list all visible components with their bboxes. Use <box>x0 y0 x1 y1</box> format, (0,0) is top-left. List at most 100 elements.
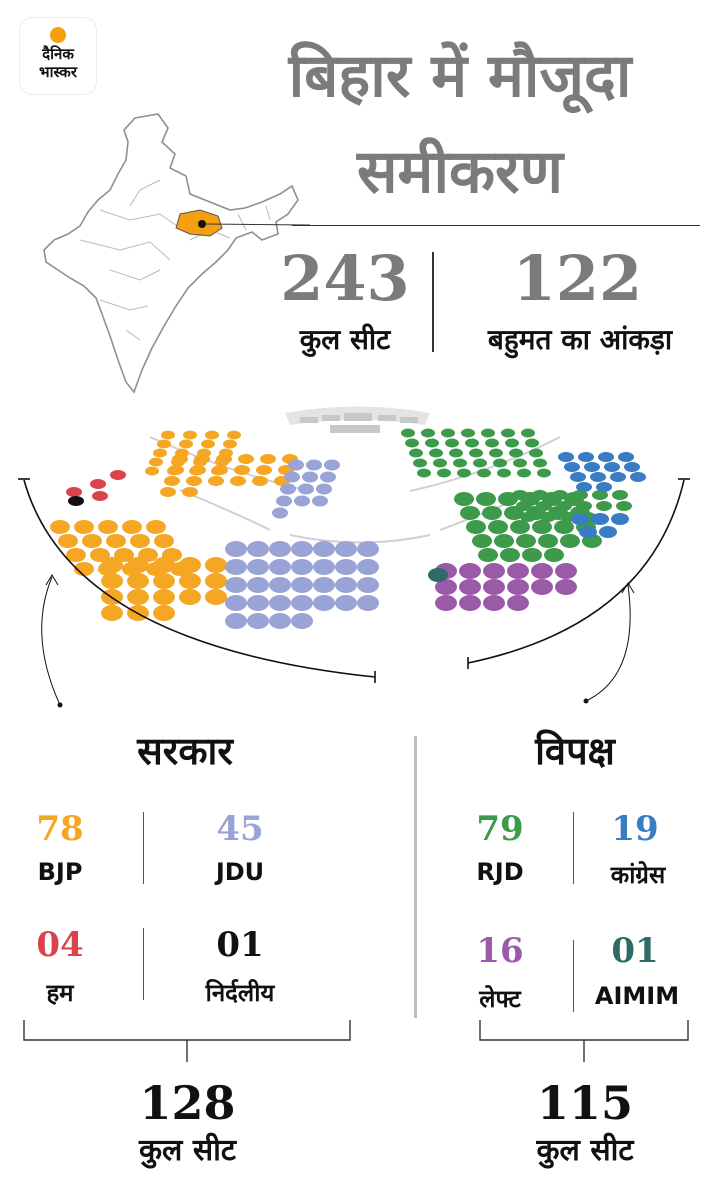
rjd-seat <box>596 501 612 511</box>
bjp-seat <box>172 454 188 464</box>
rjd-seat <box>532 490 548 500</box>
rjd-seat <box>520 512 536 522</box>
jdu-seat <box>302 471 318 483</box>
bjp-seat <box>130 534 150 548</box>
independent-seats: 01 <box>216 925 264 965</box>
rjd-seat <box>482 506 502 520</box>
bjp-seat <box>50 520 70 534</box>
dainik-bhaskar-logo: दैनिक भास्कर <box>20 18 96 94</box>
bjp-seat <box>212 465 228 475</box>
jdu-seat <box>225 577 247 593</box>
congress-seat <box>611 513 629 525</box>
bjp-seat <box>190 465 206 475</box>
rjd-seat <box>517 468 531 478</box>
left-seat <box>435 579 457 595</box>
rjd-seat <box>554 520 574 534</box>
bjp-seat <box>168 465 184 475</box>
bjp-seat <box>208 476 224 486</box>
bjp-seat <box>157 439 171 449</box>
bjp-seat <box>101 605 123 621</box>
bjp-seat <box>74 520 94 534</box>
rjd-seat <box>537 468 551 478</box>
majority-label: बहुमत का आंकड़ा <box>487 323 673 356</box>
rjd-label: RJD <box>476 858 524 886</box>
congress-seat <box>624 462 640 472</box>
rjd-seat <box>497 468 511 478</box>
jdu-seat <box>335 595 357 611</box>
aimim-seat <box>428 568 448 582</box>
jdu-seat <box>357 577 379 593</box>
rjd-seat <box>493 458 507 468</box>
rjd-seat <box>612 490 628 500</box>
jdu-seat <box>335 577 357 593</box>
bjp-seat <box>205 430 219 440</box>
bjp-seat <box>179 573 201 589</box>
government-total-bracket <box>23 1020 351 1062</box>
rjd-seat <box>576 501 592 511</box>
rjd-seat <box>453 458 467 468</box>
rjd-seat <box>501 428 515 438</box>
assembly-seating-chart <box>18 406 690 708</box>
bjp-seat <box>216 454 232 464</box>
opposition-total-value: 115 <box>536 1076 634 1130</box>
congress-seat <box>570 472 586 482</box>
speaker-podium <box>285 406 430 433</box>
left-seat <box>435 595 457 611</box>
bjp-seat <box>153 448 167 458</box>
congress-seat <box>598 452 614 462</box>
bjp-seat <box>256 465 272 475</box>
jdu-seat <box>316 483 332 495</box>
india-map-icon <box>43 113 310 394</box>
left-seat <box>459 563 481 579</box>
jdu-seat <box>288 459 304 471</box>
rjd-seat <box>405 438 419 448</box>
opp-divider-2 <box>573 940 574 1012</box>
congress-seats: 19 <box>611 809 659 849</box>
bjp-seats: 78 <box>36 809 84 849</box>
bjp-seat <box>223 439 237 449</box>
rjd-seat <box>533 458 547 468</box>
left-seats: 16 <box>476 931 524 971</box>
jdu-seat <box>298 483 314 495</box>
rjd-seat <box>433 458 447 468</box>
aimim-label: AIMIM <box>594 982 680 1010</box>
congress-label: कांग्रेस <box>610 861 666 889</box>
bjp-seat <box>238 454 254 464</box>
bjp-seat <box>183 430 197 440</box>
jdu-seat <box>269 577 291 593</box>
rjd-seat <box>413 458 427 468</box>
rjd-seat <box>449 448 463 458</box>
bjp-seat <box>179 439 193 449</box>
stats-divider <box>432 252 434 352</box>
jdu-seat <box>313 595 335 611</box>
bjp-seat <box>179 589 201 605</box>
rjd-seat <box>481 428 495 438</box>
rjd-seat <box>505 438 519 448</box>
bjp-seat <box>58 534 78 548</box>
rjd-seat <box>409 448 423 458</box>
left-seat <box>483 579 505 595</box>
bjp-seat <box>145 466 159 476</box>
congress-seat <box>576 482 592 492</box>
left-seat <box>483 563 505 579</box>
jdu-seat <box>313 559 335 575</box>
rjd-seat <box>509 448 523 458</box>
jdu-seat <box>269 595 291 611</box>
jdu-seat <box>272 507 288 519</box>
jdu-seat <box>313 577 335 593</box>
jdu-seat <box>247 595 269 611</box>
left-seat <box>555 563 577 579</box>
congress-seat <box>604 462 620 472</box>
bjp-seat <box>160 487 176 497</box>
rjd-seat <box>488 520 508 534</box>
rjd-seat <box>538 534 558 548</box>
congress-seat <box>579 526 597 538</box>
total-seats-label: कुल सीट <box>299 323 391 356</box>
jdu-seat <box>280 483 296 495</box>
rjd-seat <box>437 468 451 478</box>
bjp-seat <box>230 476 246 486</box>
jdu-seat <box>225 559 247 575</box>
jdu-seat <box>324 459 340 471</box>
rjd-seat <box>489 448 503 458</box>
rjd-seat <box>560 534 580 548</box>
